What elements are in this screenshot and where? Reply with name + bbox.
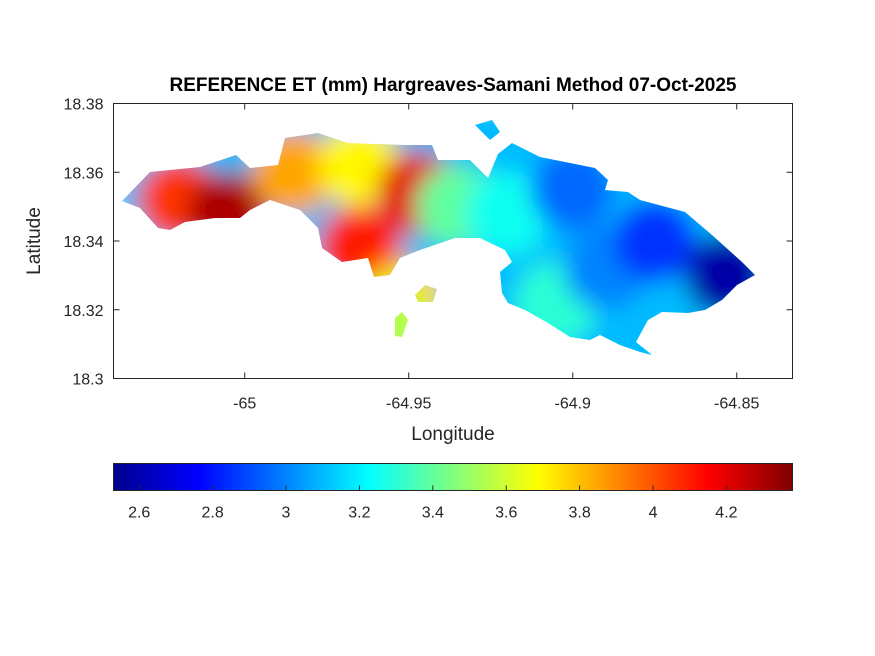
y-tick-label: 18.36	[63, 165, 103, 182]
region-east-coast	[612, 199, 697, 283]
x-axis: -65 -64.95 -64.9 -64.85	[233, 103, 760, 413]
chart-title: REFERENCE ET (mm) Hargreaves-Samani Meth…	[170, 75, 737, 96]
colorbar-tick-label: 3.6	[495, 505, 517, 522]
y-axis-label: Latitude	[24, 207, 45, 275]
colorbar-tick-label: 3	[282, 505, 291, 522]
y-tick-label: 18.38	[63, 97, 103, 114]
colorbar-tick-label: 3.2	[348, 505, 370, 522]
colorbar-tick-label: 4.2	[715, 505, 737, 522]
colorbar	[113, 463, 793, 491]
x-tick-label: -64.95	[386, 396, 431, 413]
region-central-east	[465, 171, 550, 256]
x-tick-label: -64.9	[554, 396, 591, 413]
colorbar-tick-label: 3.4	[422, 505, 444, 522]
region-east-north	[530, 147, 615, 232]
x-axis-label: Longitude	[411, 424, 494, 445]
y-tick-label: 18.3	[72, 372, 103, 389]
colorbar-ticks: 2.6 2.8 3 3.2 3.4 3.6 3.8 4 4.2	[128, 485, 738, 522]
colorbar-tick-label: 2.8	[201, 505, 223, 522]
y-tick-label: 18.32	[63, 303, 103, 320]
y-axis: 18.3 18.32 18.34 18.36 18.38	[63, 97, 793, 389]
colorbar-tick-label: 4	[649, 505, 658, 522]
y-tick-label: 18.34	[63, 234, 103, 251]
x-tick-label: -65	[233, 396, 256, 413]
x-tick-label: -64.85	[714, 396, 759, 413]
colorbar-tick-label: 3.8	[568, 505, 590, 522]
colorbar-tick-label: 2.6	[128, 505, 150, 522]
